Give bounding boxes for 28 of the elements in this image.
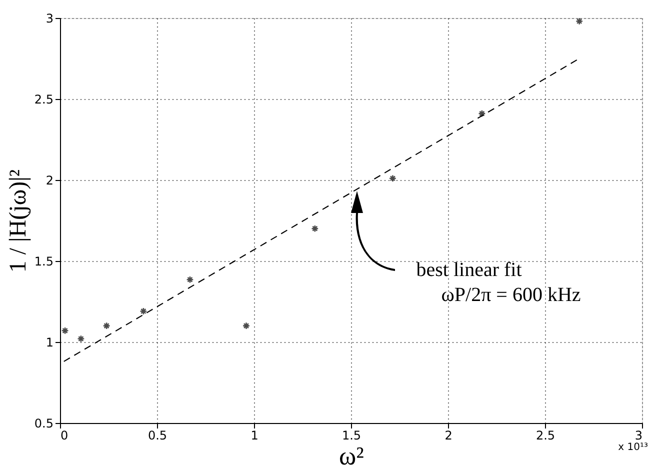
x-tick-label: 1 xyxy=(250,428,258,442)
x-tick-label: 2 xyxy=(444,428,452,442)
x-axis-title: ω² xyxy=(339,442,364,470)
point xyxy=(311,224,319,232)
text: x 10¹³ xyxy=(618,442,648,453)
y-tick-label: 2 xyxy=(46,174,54,188)
x-tick-label: 2.5 xyxy=(536,428,556,442)
point xyxy=(102,322,110,330)
y-axis-title: 1 / |H(jω)|² xyxy=(5,169,32,273)
x-tick-label: 0.5 xyxy=(148,428,168,442)
y-tick-label: 3 xyxy=(46,12,54,26)
annotation: best linear fit xyxy=(416,259,522,281)
x-tick-label: 3 xyxy=(634,428,642,442)
point xyxy=(61,326,69,334)
point xyxy=(77,334,85,343)
y-tick-label: 1.5 xyxy=(34,254,54,268)
point xyxy=(478,110,486,118)
point xyxy=(186,276,194,284)
x-tick-label: 0 xyxy=(60,428,68,442)
y-tick-label: 2.5 xyxy=(34,92,54,106)
y-tick-label: 0.5 xyxy=(34,416,54,430)
annotation: ωP/2π = 600 kHz xyxy=(441,284,581,306)
y-tick-label: 1 xyxy=(46,336,54,350)
point xyxy=(576,17,584,26)
x-tick-label: 1.5 xyxy=(342,428,362,442)
point xyxy=(242,322,250,330)
point xyxy=(140,307,148,316)
point xyxy=(388,174,397,182)
